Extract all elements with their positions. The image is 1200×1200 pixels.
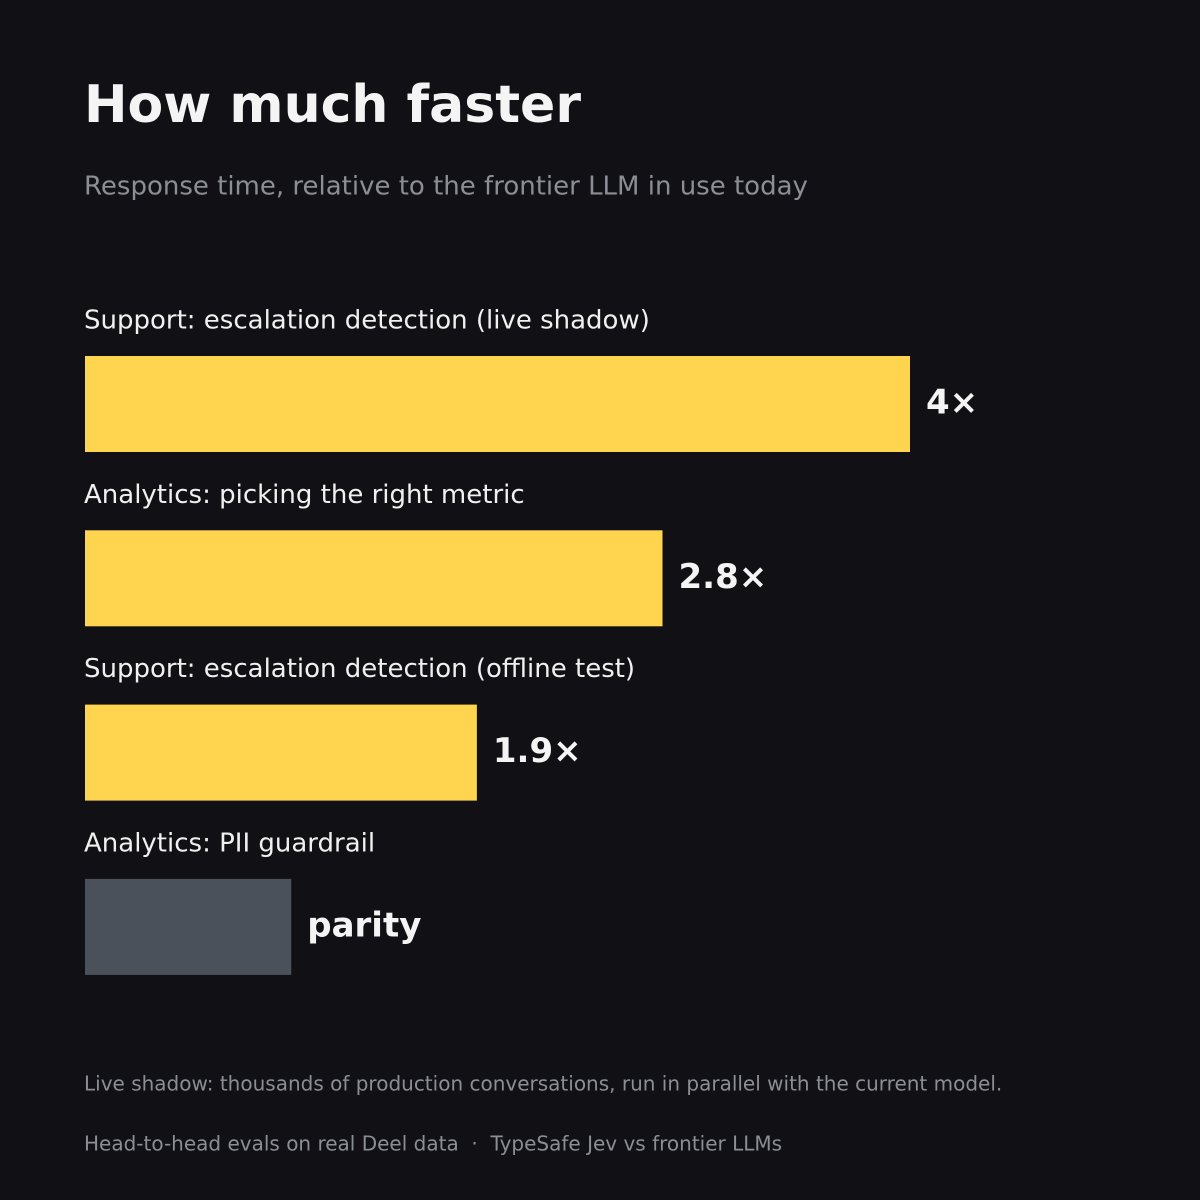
chart-subtitle: Response time, relative to the frontier … [84, 172, 808, 202]
value-label: parity [307, 905, 421, 945]
footnote: Live shadow: thousands of production con… [84, 1072, 1002, 1096]
value-label: 1.9× [493, 731, 582, 771]
bar [85, 356, 910, 452]
value-label: 2.8× [679, 557, 768, 597]
category-label: Analytics: PII guardrail [84, 828, 375, 858]
bar [85, 704, 477, 801]
category-label: Analytics: picking the right metric [84, 480, 525, 510]
chart-title: How much faster [84, 75, 581, 135]
bar [85, 530, 663, 627]
bar [85, 878, 292, 975]
category-label: Support: escalation detection (live shad… [84, 306, 650, 336]
footnote: Head-to-head evals on real Deel data · T… [84, 1132, 782, 1156]
value-label: 4× [926, 383, 978, 423]
category-label: Support: escalation detection (offline t… [84, 654, 635, 684]
